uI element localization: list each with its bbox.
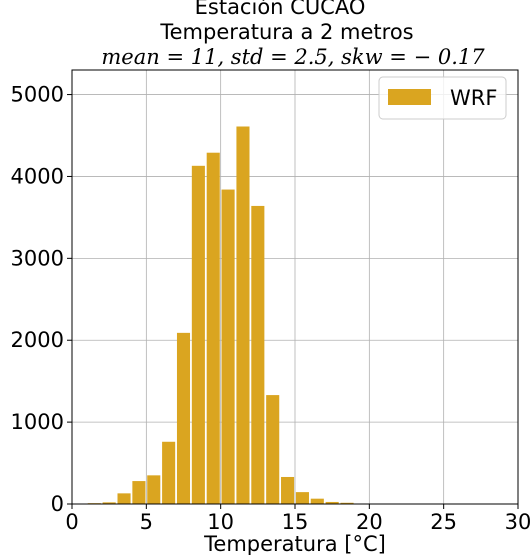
histogram-bar — [281, 477, 294, 504]
histogram-bar — [266, 395, 279, 504]
y-tick-label: 2000 — [11, 328, 64, 352]
histogram-bar — [192, 166, 205, 504]
y-tick-label: 5000 — [11, 83, 64, 107]
histogram-bar — [117, 493, 130, 504]
y-tick-label: 3000 — [11, 246, 64, 270]
x-tick-label: 25 — [430, 510, 457, 534]
y-tick-label: 0 — [51, 492, 64, 516]
x-tick-label: 20 — [356, 510, 383, 534]
histogram-bar — [296, 492, 309, 504]
histogram-bar — [207, 153, 220, 504]
histogram-bar — [162, 442, 175, 504]
legend-label-wrf: WRF — [450, 86, 497, 110]
histogram-bar — [236, 127, 249, 504]
chart-title: Estación CUCAO Temperatura a 2 metros me… — [101, 0, 485, 69]
y-tick-label: 1000 — [11, 410, 64, 434]
x-axis-label: Temperatura [°C] — [203, 532, 386, 555]
x-tick-label: 5 — [140, 510, 153, 534]
legend-swatch-wrf — [388, 89, 431, 105]
histogram-bar — [311, 499, 324, 504]
x-tick-label: 15 — [282, 510, 309, 534]
x-tick-label: 10 — [207, 510, 234, 534]
histogram-bar — [147, 475, 160, 504]
x-tick-label: 0 — [65, 510, 78, 534]
y-axis-ticks: 0 1000 2000 3000 4000 5000 — [11, 83, 72, 516]
chart-title-line-1: Estación CUCAO — [195, 0, 366, 19]
histogram-bars — [88, 127, 384, 504]
histogram-bar — [132, 481, 145, 504]
x-tick-label: 30 — [505, 510, 531, 534]
y-tick-label: 4000 — [11, 164, 64, 188]
x-axis-ticks: 0 5 10 15 20 25 30 — [65, 504, 531, 534]
histogram-bar — [222, 190, 235, 504]
chart-subtitle-stats: mean = 11, std = 2.5, skw = − 0.17 — [101, 45, 485, 69]
legend: WRF — [379, 77, 506, 119]
histogram-bar — [177, 333, 190, 504]
chart-title-line-2: Temperatura a 2 metros — [159, 20, 413, 44]
histogram-bar — [251, 206, 264, 504]
grid — [72, 70, 518, 504]
